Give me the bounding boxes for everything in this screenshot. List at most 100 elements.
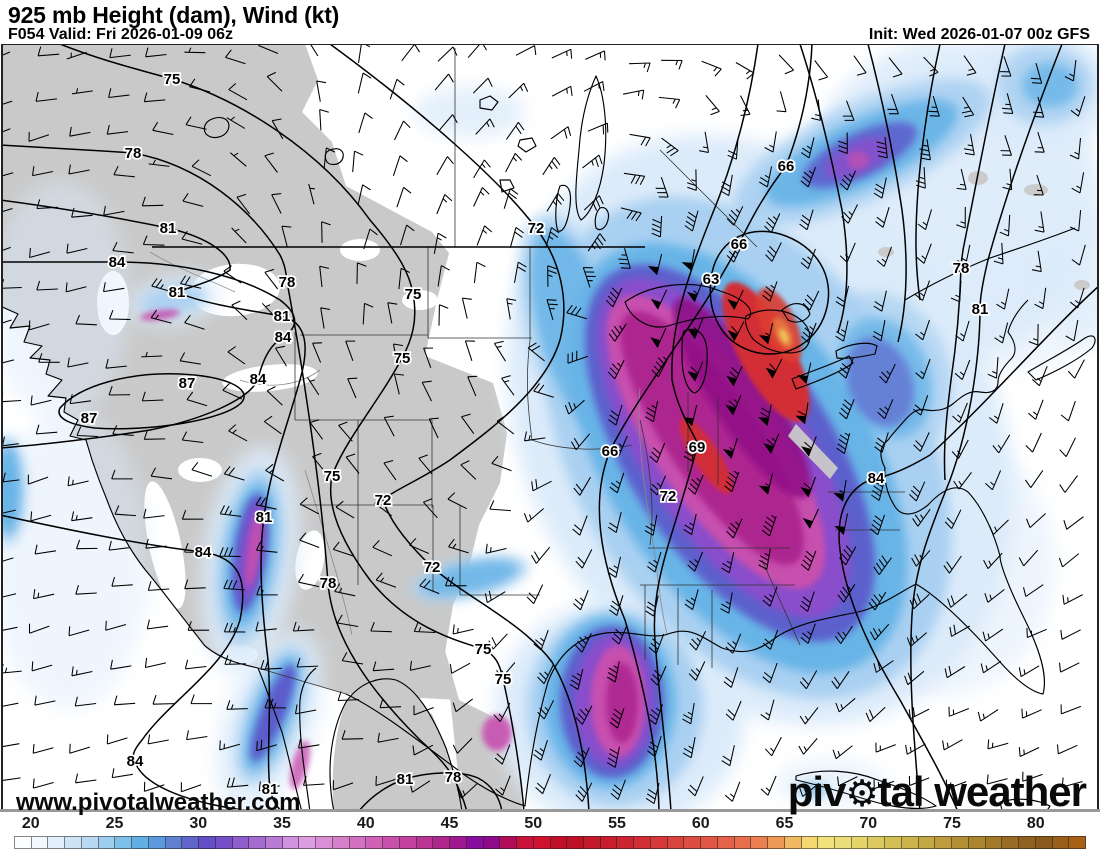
wind-fill-blob bbox=[846, 337, 914, 427]
wind-barb bbox=[908, 775, 930, 786]
wind-barb bbox=[374, 497, 393, 517]
contour-label: 84 bbox=[195, 544, 212, 561]
wind-barb bbox=[1024, 470, 1044, 488]
contour-label: 75 bbox=[475, 641, 492, 658]
wind-barb bbox=[608, 404, 623, 426]
wind-barb bbox=[356, 262, 367, 284]
wind-barb bbox=[186, 730, 208, 741]
wind-barb bbox=[798, 738, 818, 755]
wind-barb bbox=[437, 46, 458, 62]
wind-barb-pennant bbox=[650, 298, 662, 310]
wind-barb bbox=[457, 783, 478, 799]
wind-barb bbox=[684, 589, 699, 611]
wind-barb bbox=[942, 739, 963, 751]
wind-barb bbox=[909, 481, 926, 502]
wind-barb bbox=[608, 595, 624, 616]
colorbar-cell bbox=[299, 836, 317, 849]
coastline bbox=[904, 227, 1076, 301]
wind-barb bbox=[186, 391, 208, 407]
wind-barb bbox=[644, 514, 658, 536]
wind-barb bbox=[740, 95, 751, 117]
wind-barb bbox=[527, 342, 545, 362]
wind-barb bbox=[802, 290, 820, 311]
state-border bbox=[761, 559, 801, 646]
wind-barb bbox=[570, 433, 591, 451]
contour-label: 81 bbox=[274, 308, 291, 325]
wind-barb bbox=[30, 511, 52, 522]
wind-barb bbox=[409, 537, 430, 554]
colorbar-cell bbox=[650, 836, 668, 849]
wind-barb bbox=[345, 453, 360, 474]
wind-barb bbox=[103, 205, 125, 216]
wind-barb bbox=[392, 343, 403, 365]
wind-barb bbox=[306, 377, 320, 396]
wind-barb bbox=[260, 659, 282, 670]
wind-fill-blob bbox=[1022, 63, 1078, 107]
wind-barb bbox=[493, 340, 506, 362]
wind-barb-pennant bbox=[681, 262, 693, 271]
height-contour bbox=[358, 772, 503, 810]
coastline bbox=[203, 117, 230, 139]
wind-barb bbox=[358, 112, 373, 134]
colorbar-tick: 60 bbox=[691, 815, 710, 832]
colorbar-cell bbox=[1069, 836, 1086, 849]
wind-barb bbox=[583, 195, 604, 211]
wind-barb bbox=[1031, 250, 1042, 273]
wind-barb bbox=[69, 126, 91, 137]
wind-barb bbox=[887, 93, 899, 115]
wind-barb bbox=[227, 346, 246, 365]
colorbar-cell bbox=[14, 836, 32, 849]
wind-barb bbox=[999, 214, 1011, 237]
terrain-gray-spot bbox=[1024, 184, 1048, 196]
wind-barb bbox=[647, 551, 662, 573]
wind-barb bbox=[338, 421, 353, 442]
colorbar-tick: 45 bbox=[440, 815, 459, 832]
wind-barb bbox=[452, 624, 474, 635]
wind-barb bbox=[648, 633, 665, 654]
wind-barb bbox=[143, 92, 166, 103]
wind-barb bbox=[27, 474, 49, 485]
wind-barb bbox=[952, 402, 968, 423]
coastline bbox=[555, 184, 572, 232]
colorbar-tick: 70 bbox=[859, 815, 878, 832]
colorbar-cell bbox=[383, 836, 400, 849]
wind-barb bbox=[377, 732, 399, 743]
wind-barb bbox=[651, 356, 669, 378]
wind-barb bbox=[587, 122, 609, 135]
wind-barb bbox=[687, 776, 704, 797]
wind-barb bbox=[953, 471, 972, 490]
state-border bbox=[531, 439, 633, 450]
wind-barb bbox=[923, 56, 939, 77]
contour-label: 75 bbox=[394, 350, 411, 367]
wind-barb bbox=[800, 137, 815, 159]
wind-barb bbox=[337, 614, 359, 628]
wind-barb bbox=[943, 555, 962, 574]
coastline bbox=[791, 355, 854, 390]
wind-barb bbox=[912, 508, 931, 527]
wind-barb bbox=[655, 177, 669, 198]
contour-label: 72 bbox=[528, 220, 545, 237]
wind-barb bbox=[309, 44, 319, 57]
height-contour bbox=[59, 44, 525, 810]
wind-barb bbox=[357, 184, 371, 206]
colorbar-cell bbox=[399, 836, 417, 849]
wind-barb bbox=[585, 50, 606, 61]
wind-barb bbox=[438, 304, 449, 326]
colorbar-cell bbox=[98, 836, 116, 849]
wind-barb bbox=[35, 424, 58, 435]
wind-barb bbox=[944, 509, 962, 529]
wind-barb bbox=[436, 156, 454, 175]
wind-barb bbox=[28, 131, 50, 142]
wind-barb bbox=[488, 633, 508, 650]
wind-barb bbox=[564, 399, 585, 415]
wind-barb bbox=[566, 304, 587, 320]
wind-barb bbox=[31, 661, 53, 672]
wind-barb bbox=[191, 159, 212, 177]
wind-barb bbox=[264, 268, 279, 290]
wind-barb bbox=[838, 358, 854, 379]
wind-barb-pennant bbox=[687, 328, 698, 340]
wind-barb bbox=[184, 579, 206, 590]
wind-barb bbox=[835, 320, 849, 342]
wind-barb bbox=[68, 164, 90, 175]
wind-barb bbox=[814, 60, 829, 81]
